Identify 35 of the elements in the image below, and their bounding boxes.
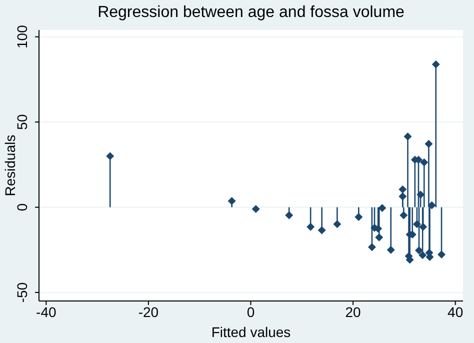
point [306, 222, 315, 231]
x-axis-title: Fitted values [211, 324, 291, 340]
point [375, 233, 384, 242]
x-tick-label: -20 [138, 304, 159, 320]
point [404, 132, 412, 141]
point [285, 211, 294, 220]
y-tick-label: -50 [14, 282, 30, 303]
x-tick-label: 40 [448, 304, 464, 320]
x-tick-label: -40 [36, 304, 56, 320]
point [420, 158, 428, 166]
chart-title: Regression between age and fossa volume [96, 4, 406, 22]
x-tick-label: 20 [345, 304, 362, 320]
y-axis-title: Residuals [2, 134, 18, 196]
point [428, 201, 436, 210]
point [333, 220, 342, 228]
point [354, 212, 363, 221]
point [398, 192, 407, 200]
point [419, 222, 428, 231]
point [368, 243, 376, 252]
point [252, 204, 260, 213]
point [378, 204, 386, 212]
point [432, 60, 440, 68]
y-tick-label: 0 [14, 203, 30, 212]
y-tick-label: 50 [14, 114, 30, 130]
point [386, 246, 395, 254]
point [228, 196, 236, 205]
x-tick-label: 0 [246, 304, 255, 320]
point [318, 226, 326, 234]
point [106, 152, 114, 160]
y-tick-label: 100 [14, 24, 30, 48]
point [398, 185, 407, 194]
point [424, 140, 433, 148]
point [418, 251, 427, 260]
point [438, 250, 446, 258]
point [400, 211, 408, 220]
